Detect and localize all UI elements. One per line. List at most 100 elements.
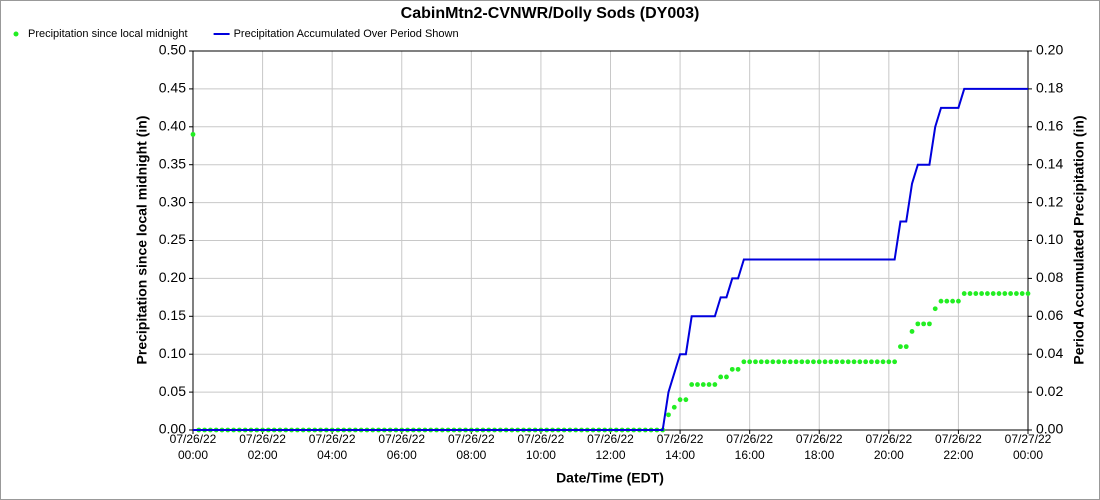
data-point [724, 374, 729, 380]
data-point [845, 359, 851, 365]
y-tick-label: 0.00 [159, 421, 186, 437]
x-tick-label: 07/26/22 06:00 [378, 432, 425, 462]
x-tick-label-line: 07/26/22 [657, 432, 704, 446]
data-point [677, 397, 683, 403]
data-point [915, 321, 921, 327]
data-point [886, 359, 892, 365]
chart-title: CabinMtn2-CVNWR/Dolly Sods (DY003) [401, 5, 700, 22]
y2-tick-label: 0.02 [1036, 383, 1063, 399]
y2-tick-label: 0.14 [1036, 155, 1063, 171]
y-tick-label: 0.15 [159, 307, 186, 323]
data-point [758, 359, 764, 365]
data-point [834, 359, 840, 365]
data-point [869, 359, 874, 365]
data-point [898, 344, 903, 350]
data-point [816, 359, 822, 365]
data-point [822, 359, 828, 365]
x-tick-label-line: 07/26/22 [726, 432, 773, 446]
x-tick-label: 07/27/22 00:00 [1005, 432, 1052, 462]
y-tick-label: 0.50 [159, 42, 186, 58]
x-tick-label-line: 07/26/22 [935, 432, 982, 446]
data-point [979, 291, 985, 296]
x-tick-label: 07/26/22 10:00 [518, 432, 565, 462]
x-tick-label: 07/26/22 22:00 [935, 432, 982, 462]
data-line [193, 87, 1028, 431]
data-point [956, 298, 961, 304]
x-tick-label-line: 07/26/22 [170, 432, 217, 446]
y-tick-label: 0.45 [159, 80, 186, 96]
x-tick-label: 07/26/22 08:00 [448, 432, 495, 462]
data-point [892, 359, 898, 365]
data-point [1014, 291, 1019, 296]
data-point [706, 382, 712, 387]
data-point [764, 359, 770, 365]
x-tick-label-line: 07/26/22 [587, 432, 634, 446]
data-point [741, 359, 747, 365]
x-tick-label-line: 06:00 [387, 448, 417, 462]
y2-tick-label: 0.08 [1036, 269, 1063, 285]
data-point [700, 382, 706, 387]
y-tick-label: 0.35 [159, 155, 186, 171]
y2-tick-label: 0.04 [1036, 345, 1063, 361]
legend-marker [13, 31, 19, 37]
data-point [851, 359, 857, 365]
x-tick-label-line: 00:00 [1013, 448, 1043, 462]
data-point [857, 359, 863, 365]
y2-tick-label: 0.06 [1036, 307, 1063, 323]
y-tick-label: 0.10 [159, 345, 186, 361]
x-tick-label: 07/26/22 04:00 [309, 432, 356, 462]
data-point [782, 359, 787, 365]
x-tick-label-line: 00:00 [178, 448, 208, 462]
y2-tick-label: 0.12 [1036, 193, 1063, 209]
data-point [190, 131, 196, 137]
data-point [903, 344, 909, 350]
x-tick-label-line: 07/26/22 [239, 432, 286, 446]
y2-tick-label: 0.16 [1036, 118, 1063, 134]
x-tick-label: 07/26/22 18:00 [796, 432, 843, 462]
legend-label: Precipitation Accumulated Over Period Sh… [234, 28, 459, 40]
data-point [718, 374, 724, 380]
x-tick-label-line: 07/27/22 [1005, 432, 1052, 446]
x-tick-label-line: 07/26/22 [796, 432, 843, 446]
data-point [985, 291, 990, 296]
x-tick-label: 07/26/22 16:00 [726, 432, 773, 462]
x-tick-label-line: 07/26/22 [378, 432, 425, 446]
x-tick-label-line: 07/26/22 [309, 432, 356, 446]
data-point [990, 291, 996, 296]
data-point [683, 397, 689, 403]
data-point [961, 291, 967, 296]
x-tick-label-line: 18:00 [804, 448, 834, 462]
data-point [1025, 291, 1031, 296]
x-tick-label-line: 22:00 [943, 448, 973, 462]
y2-tick-label: 0.20 [1036, 42, 1063, 58]
data-point [909, 329, 915, 334]
data-point [938, 298, 944, 304]
data-point [828, 359, 834, 365]
x-tick-label-line: 02:00 [248, 448, 278, 462]
data-point [996, 291, 1002, 296]
data-point [695, 382, 700, 387]
y-tick-label: 0.05 [159, 383, 186, 399]
x-tick-label-line: 10:00 [526, 448, 556, 462]
x-tick-label-line: 08:00 [456, 448, 486, 462]
x-tick-label: 07/26/22 00:00 [170, 432, 217, 462]
y-axis-title: Precipitation since local midnight (in) [134, 116, 150, 365]
data-point [811, 359, 816, 365]
data-point [874, 359, 880, 365]
x-tick-label: 07/26/22 12:00 [587, 432, 634, 462]
x-tick-label-line: 07/26/22 [448, 432, 495, 446]
data-point [776, 359, 782, 365]
y2-tick-label: 0.10 [1036, 231, 1063, 247]
x-tick-label: 07/26/22 20:00 [865, 432, 912, 462]
data-point [666, 412, 671, 418]
data-point [712, 382, 718, 387]
data-point [880, 359, 886, 365]
x-tick-label-line: 12:00 [595, 448, 625, 462]
x-tick-label-line: 16:00 [735, 448, 765, 462]
x-tick-label: 07/26/22 14:00 [657, 432, 704, 462]
data-point [799, 359, 805, 365]
y-tick-label: 0.20 [159, 269, 186, 285]
legend-label: Precipitation since local midnight [28, 28, 188, 40]
